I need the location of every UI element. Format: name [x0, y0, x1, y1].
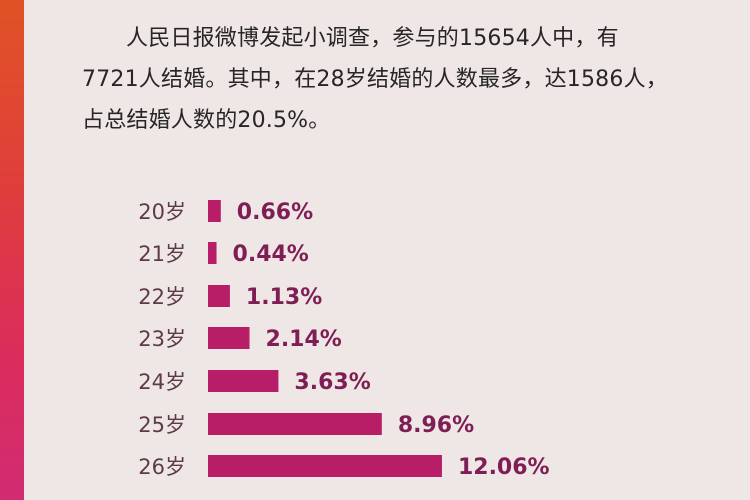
- value-label: 1.13%: [246, 285, 322, 310]
- value-label: 3.63%: [294, 370, 370, 395]
- category-label: 25岁: [138, 413, 186, 437]
- bar: [208, 370, 279, 392]
- intro-line-3: 占总结婚人数的20.5%。: [82, 108, 331, 133]
- bar: [208, 200, 221, 222]
- intro-line-1: 人民日报微博发起小调查，参与的15654人中，有: [126, 26, 619, 51]
- value-label: 0.66%: [237, 200, 313, 225]
- intro-text: 人民日报微博发起小调查，参与的15654人中，有 7721人结婚。其中，在28岁…: [82, 18, 722, 141]
- category-label: 23岁: [138, 327, 186, 351]
- value-label: 12.06%: [458, 455, 550, 480]
- value-label: 0.44%: [233, 242, 309, 267]
- value-label: 8.96%: [398, 413, 474, 438]
- bar: [208, 285, 230, 307]
- category-label: 20岁: [138, 200, 186, 224]
- intro-line-2: 7721人结婚。其中，在28岁结婚的人数最多，达1586人，: [82, 67, 668, 92]
- bar: [208, 242, 217, 264]
- left-accent-stripe: [0, 0, 24, 500]
- category-label: 24岁: [138, 370, 186, 394]
- bar: [208, 455, 442, 477]
- category-label: 22岁: [138, 285, 186, 309]
- category-label: 26岁: [138, 455, 186, 479]
- category-label: 21岁: [138, 242, 186, 266]
- value-label: 2.14%: [266, 327, 342, 352]
- bar: [208, 413, 382, 435]
- bar: [208, 327, 250, 349]
